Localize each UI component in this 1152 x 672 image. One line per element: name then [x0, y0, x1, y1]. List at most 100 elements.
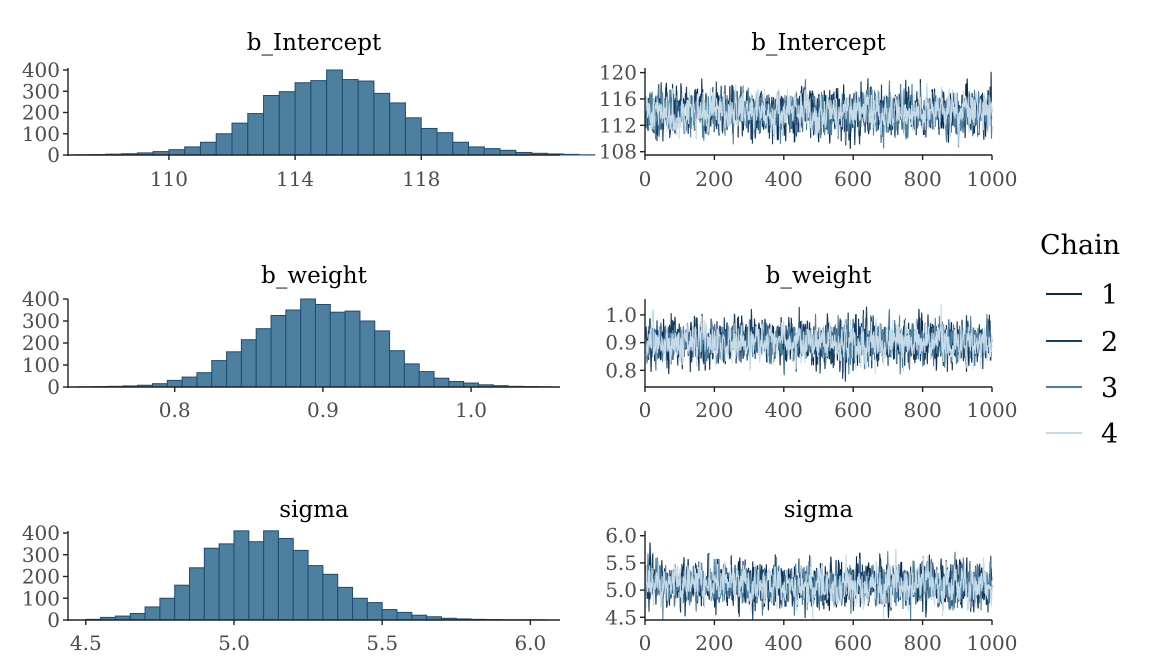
histogram-bar — [166, 379, 183, 388]
panel-4: b_weight 0.8 0.9 1.0 0 200 400 600 800 1000 — [605, 263, 1017, 422]
histogram-bar — [352, 597, 368, 621]
histogram-bar — [211, 360, 228, 388]
histogram-bar — [144, 606, 161, 621]
y-tick-label: 5.5 — [605, 551, 637, 575]
legend-label: 1 — [1101, 280, 1118, 311]
x-tick-label: 118 — [402, 167, 440, 191]
histogram-bar — [373, 92, 391, 156]
histogram-bar — [174, 584, 191, 621]
x-tick-label: 600 — [834, 631, 872, 655]
panel-title: sigma — [279, 497, 349, 523]
histogram-bar — [329, 311, 346, 388]
x-tick-label: 5.5 — [366, 631, 398, 655]
histogram-bar — [196, 372, 213, 388]
x-tick-label: 1000 — [967, 398, 1018, 422]
panel-title: b_weight — [766, 263, 872, 289]
histogram-bar — [159, 597, 176, 621]
histogram-bar — [341, 79, 359, 156]
y-tick-label: 100 — [22, 586, 60, 610]
histogram-bar — [366, 602, 383, 621]
x-tick-label: 400 — [765, 398, 803, 422]
histogram-bar — [322, 573, 339, 621]
x-tick-label: 110 — [150, 167, 188, 191]
histogram-bar — [226, 351, 242, 388]
histogram-bar — [181, 376, 198, 388]
y-tick-label: 108 — [599, 140, 637, 164]
y-tick-label: 0 — [47, 143, 60, 167]
y-tick-label: 300 — [22, 543, 60, 567]
histogram-bar — [285, 309, 302, 388]
x-tick-label: 0 — [639, 167, 652, 191]
x-tick-label: 800 — [904, 167, 942, 191]
x-tick-label: 0 — [639, 631, 652, 655]
trace-chain-4 — [644, 304, 993, 374]
histogram-bar — [448, 381, 465, 388]
x-tick-label: 200 — [695, 631, 733, 655]
x-tick-label: 0.8 — [159, 398, 191, 422]
trace-lines — [644, 304, 993, 382]
histogram-bar — [189, 567, 205, 621]
x-tick-label: 1000 — [967, 631, 1018, 655]
histogram-bar — [433, 377, 450, 388]
histogram-bar — [396, 611, 413, 621]
y-tick-label: 400 — [22, 521, 60, 545]
histogram-bar — [294, 82, 312, 156]
y-tick-label: 0.8 — [605, 358, 637, 382]
x-tick-label: 1.0 — [455, 398, 487, 422]
x-tick-label: 0.9 — [307, 398, 339, 422]
x-tick-label: 600 — [834, 167, 872, 191]
x-tick-label: 400 — [765, 631, 803, 655]
y-tick-label: 0 — [47, 608, 60, 632]
x-tick-label: 200 — [695, 398, 733, 422]
histogram-bar — [337, 586, 354, 621]
histogram-bar — [411, 614, 428, 621]
histogram-bar — [357, 80, 375, 156]
x-tick-label: 600 — [834, 398, 872, 422]
y-tick-label: 200 — [22, 331, 60, 355]
histogram-bar — [218, 543, 235, 621]
histogram-bar — [389, 102, 406, 156]
y-tick-label: 300 — [22, 309, 60, 333]
histogram-bar — [314, 304, 331, 388]
histogram-bar — [199, 141, 217, 156]
x-tick-label: 114 — [276, 167, 314, 191]
histogram-bar — [418, 371, 435, 388]
y-tick-label: 400 — [22, 58, 60, 82]
y-tick-label: 100 — [22, 122, 60, 146]
y-tick-label: 1.0 — [605, 303, 637, 327]
histogram-bar — [452, 141, 470, 156]
legend-title: Chain — [1040, 230, 1120, 261]
y-tick-label: 300 — [22, 79, 60, 103]
histogram-bars — [77, 298, 554, 388]
histogram-bar — [231, 122, 249, 156]
y-tick-label: 5.0 — [605, 578, 637, 602]
trace-chain-4 — [644, 82, 993, 146]
x-tick-label: 0 — [639, 398, 652, 422]
histogram-bar — [263, 95, 280, 156]
y-tick-label: 116 — [599, 87, 637, 111]
histogram-bar — [404, 117, 422, 156]
x-tick-label: 4.5 — [70, 631, 102, 655]
histogram-bar — [374, 330, 391, 388]
histogram-bar — [436, 132, 454, 156]
y-tick-label: 120 — [599, 61, 637, 85]
histogram-bar — [562, 153, 580, 156]
histogram-bars — [85, 530, 546, 621]
panel-title: b_weight — [261, 263, 367, 289]
histogram-bar — [255, 328, 272, 388]
x-tick-label: 1000 — [967, 167, 1018, 191]
histogram-bar — [468, 146, 485, 156]
y-tick-label: 400 — [22, 287, 60, 311]
histogram-bar — [381, 609, 398, 621]
histogram-bar — [292, 549, 309, 621]
histogram-bar — [240, 339, 257, 388]
histogram-bar — [499, 149, 517, 156]
x-tick-label: 200 — [695, 167, 733, 191]
x-tick-label: 800 — [904, 398, 942, 422]
histogram-bar — [233, 530, 250, 621]
histogram-bar — [277, 537, 294, 621]
